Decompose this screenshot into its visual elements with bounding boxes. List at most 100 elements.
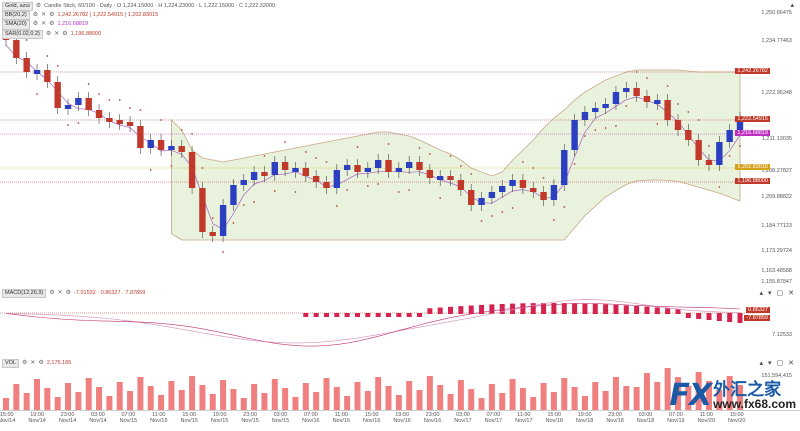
- legend-tag[interactable]: VOL: [2, 359, 20, 369]
- sar-dot: [118, 99, 121, 101]
- sar-dot: [584, 135, 586, 137]
- maximize-icon[interactable]: ▢: [776, 360, 784, 367]
- sar-dot: [160, 119, 162, 121]
- volume-bar: [447, 394, 454, 410]
- settings-icon[interactable]: ⚙: [49, 12, 55, 19]
- volume-bar: [612, 377, 619, 410]
- macd-histogram-bar: [303, 313, 309, 317]
- macd-histogram-bar: [561, 303, 567, 314]
- close-icon[interactable]: ✕: [788, 290, 794, 297]
- legend-row-macd: MACD(12,26,9) ⚙ ✕ ⚙ -7.01532 · 0.86327 ·…: [2, 289, 145, 299]
- sma-line: [5, 44, 741, 230]
- settings-icon[interactable]: ⚙: [45, 30, 52, 37]
- volume-bar: [468, 389, 475, 410]
- time-axis-label: 23:00 Nov/14: [58, 412, 77, 424]
- move-up-icon[interactable]: ▴: [759, 360, 763, 367]
- macd-histogram-bar: [654, 307, 660, 314]
- candle-body: [250, 172, 258, 180]
- legend-row-sar: SAR(0.02,0.2) ⚙ ✕ ⚙ 1,196.88000: [2, 29, 275, 39]
- volume-pane[interactable]: VOL ⚙ ✕ ⚙ 2,175.185 ▴ ▾ ▢ ✕ 151,594,415: [0, 357, 800, 410]
- settings-icon[interactable]: ⚙: [49, 21, 55, 28]
- maximize-icon[interactable]: ▢: [776, 290, 784, 297]
- macd-histogram-bar: [530, 303, 536, 314]
- close-icon[interactable]: ✕: [57, 290, 63, 296]
- macd-canvas[interactable]: [0, 287, 800, 357]
- settings-icon[interactable]: ⚙: [32, 21, 39, 28]
- volume-bar: [416, 390, 423, 410]
- time-axis-label: 11:00 Nov/17: [515, 412, 533, 424]
- main-chart-pane[interactable]: Gold, azui ⚙ Candle Stick, 60/100 · Dail…: [0, 0, 800, 288]
- candle-body: [374, 160, 382, 168]
- settings-icon[interactable]: ⚙: [62, 30, 68, 37]
- candle-body: [240, 180, 247, 185]
- expand-icon[interactable]: ▴: [790, 2, 794, 9]
- macd-histogram-bar: [685, 313, 691, 318]
- time-axis-label: 07:00 Nov/15: [119, 412, 138, 424]
- time-axis-label: 11:00 Nov/16: [332, 412, 351, 424]
- close-icon[interactable]: ✕: [41, 21, 47, 28]
- close-icon[interactable]: ✕: [30, 360, 36, 366]
- sar-dot: [149, 169, 152, 171]
- settings-icon[interactable]: ⚙: [22, 360, 28, 366]
- candle-body: [126, 122, 134, 126]
- settings-icon[interactable]: ⚙: [65, 290, 72, 296]
- candle-body: [416, 162, 423, 170]
- volume-bar: [75, 392, 82, 410]
- sar-dot: [253, 201, 256, 203]
- candle-body: [354, 165, 361, 172]
- macd-histogram-bar: [572, 303, 578, 314]
- candle-body: [664, 100, 671, 120]
- legend-tag[interactable]: SAR(0.02,0.2): [2, 29, 43, 39]
- time-axis-label: 03:00 Nov/14: [89, 412, 107, 424]
- move-up-icon[interactable]: ▴: [759, 290, 763, 297]
- macd-histogram-bar: [479, 304, 485, 314]
- sar-dot: [511, 207, 514, 209]
- volume-canvas[interactable]: [0, 357, 800, 410]
- sar-dot: [170, 165, 173, 167]
- close-icon[interactable]: ✕: [41, 12, 47, 19]
- sar-dot: [739, 145, 741, 147]
- settings-icon[interactable]: ⚙: [32, 12, 39, 19]
- volume-bar: [292, 397, 299, 410]
- candle-body: [405, 162, 413, 168]
- close-icon[interactable]: ✕: [788, 360, 794, 367]
- volume-bar: [302, 383, 309, 410]
- sar-dot: [315, 157, 318, 159]
- legend-tag[interactable]: Gold, azui: [2, 2, 33, 12]
- settings-icon[interactable]: ⚙: [38, 360, 44, 366]
- y-axis-label: 1,250.66475: [761, 10, 792, 16]
- candle-body: [302, 168, 310, 176]
- legend-tag[interactable]: BB(20,2): [2, 11, 30, 21]
- macd-histogram-bar: [706, 313, 712, 320]
- legend-tag[interactable]: SMA(20): [2, 20, 30, 30]
- legend-value: 1,242.26782 | 1,222.54915 | 1,202.83015: [57, 12, 159, 19]
- volume-bar: [478, 398, 485, 410]
- candle-body: [540, 192, 547, 200]
- volume-bar: [561, 378, 568, 410]
- price-tag: 1,222.54915: [735, 116, 770, 122]
- close-icon[interactable]: ✕: [54, 30, 60, 37]
- macd-histogram-bar: [323, 313, 329, 317]
- move-down-icon[interactable]: ▾: [767, 360, 772, 367]
- macd-histogram-bar: [417, 313, 423, 317]
- macd-pane[interactable]: MACD(12,26,9) ⚙ ✕ ⚙ -7.01532 · 0.86327 ·…: [0, 287, 800, 358]
- candle-body: [85, 98, 92, 110]
- macd-histogram-bar: [437, 307, 443, 314]
- candle-body: [674, 120, 682, 130]
- settings-icon[interactable]: ⚙: [49, 290, 55, 296]
- sar-dot: [480, 220, 483, 222]
- volume-bar: [385, 386, 392, 410]
- volume-bar: [695, 372, 702, 410]
- settings-icon[interactable]: ⚙: [35, 3, 42, 9]
- candle-body: [488, 192, 496, 198]
- volume-bar: [344, 396, 351, 410]
- candle-body: [519, 180, 527, 188]
- macd-line: [5, 303, 741, 347]
- time-axis-label: 03:00 Nov/17: [454, 412, 472, 424]
- main-chart-canvas[interactable]: [0, 0, 800, 287]
- move-down-icon[interactable]: ▾: [767, 290, 772, 297]
- legend-tag[interactable]: MACD(12,26,9): [2, 289, 47, 299]
- sar-dot: [542, 177, 545, 179]
